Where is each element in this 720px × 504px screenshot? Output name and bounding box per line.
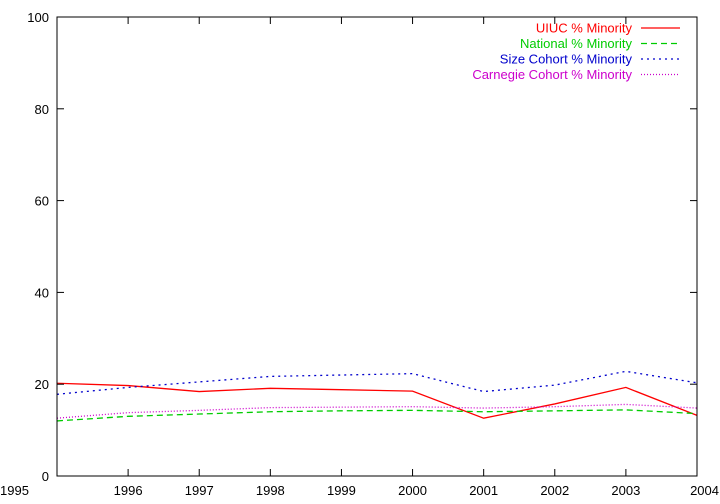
y-tick-label-20: 20 bbox=[35, 377, 49, 392]
x-tick-label-2002: 2002 bbox=[540, 483, 569, 498]
y-tick-label-80: 80 bbox=[35, 102, 49, 117]
x-tick-label-2004: 2004 bbox=[690, 483, 719, 498]
plot-frame bbox=[56, 16, 698, 477]
series-layer bbox=[56, 370, 698, 422]
x-tick-label-2000: 2000 bbox=[398, 483, 427, 498]
series-line-1 bbox=[56, 382, 698, 419]
legend-label-2: National % Minority bbox=[520, 36, 632, 51]
x-tick-label-2003: 2003 bbox=[611, 483, 640, 498]
y-tick-label-0: 0 bbox=[42, 469, 49, 484]
x-tick-label-2001: 2001 bbox=[469, 483, 498, 498]
x-tick-label-1995: 1995 bbox=[0, 483, 29, 498]
x-tick-label-1997: 1997 bbox=[185, 483, 214, 498]
legend-label-3: Size Cohort % Minority bbox=[500, 52, 633, 67]
y-tick-label-40: 40 bbox=[35, 285, 49, 300]
x-tick-label-1999: 1999 bbox=[327, 483, 356, 498]
x-tick-label-1998: 1998 bbox=[256, 483, 285, 498]
ticks-layer: 1995 1996 1997 1998 1999 2000 2001 2002 2003 2004… bbox=[0, 10, 719, 498]
y-tick-label-100: 100 bbox=[27, 10, 49, 25]
y-tick-label-60: 60 bbox=[35, 194, 49, 209]
series-line-2 bbox=[56, 409, 698, 422]
legend-label-1: UIUC % Minority bbox=[536, 21, 633, 36]
legend-label-4: Carnegie Cohort % Minority bbox=[472, 67, 632, 82]
x-tick-label-1996: 1996 bbox=[114, 483, 143, 498]
